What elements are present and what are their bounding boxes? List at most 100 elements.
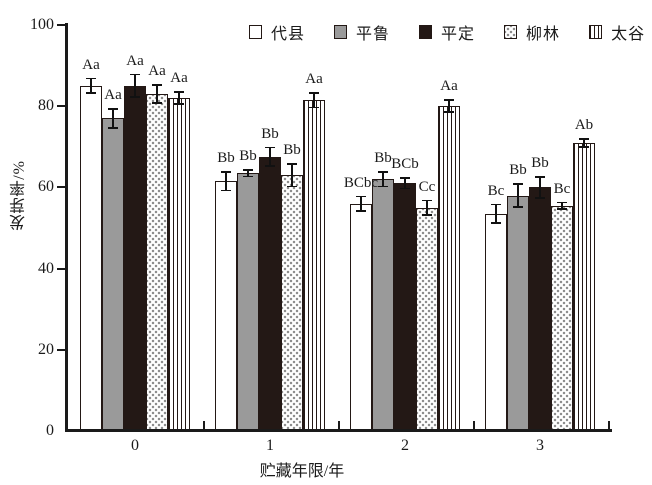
x-tick-label: 1 [266,437,274,454]
error-bar-stem [495,203,497,224]
error-bar-stem [225,171,227,192]
bar [416,207,438,431]
error-bar-stem [156,83,158,105]
bar [237,173,259,431]
legend-label: 太谷 [611,26,646,43]
error-bar-cap-bot [309,106,319,109]
error-bar-stem [134,73,136,99]
y-axis-tick [57,24,65,26]
y-tick-label: 100 [30,16,54,33]
legend-item: 平鲁 [334,20,390,44]
significance-label: Cc [418,178,436,195]
error-bar [108,108,118,129]
error-bar-stem [247,169,249,178]
significance-label: Aa [305,70,323,87]
error-bar-cap-bot [400,187,410,190]
y-axis-tick [57,105,65,108]
x-axis-title: 贮藏年限/年 [259,463,345,480]
error-bar [378,171,388,188]
significance-label: Aa [126,52,144,69]
gray-swatch-icon [334,25,348,39]
bar [507,195,529,431]
y-tick-label: 60 [38,178,54,196]
error-bar-cap-bot [130,96,140,99]
error-bar-stem [112,108,114,129]
black-swatch-icon [419,25,433,39]
error-bar-stem [583,137,585,148]
error-bar [243,169,253,178]
error-bar-cap-bot [152,102,162,105]
error-bar [130,73,140,99]
bar [350,203,372,431]
error-bar [356,195,366,212]
error-bar [265,146,275,168]
error-bar-cap-bot [378,185,388,188]
significance-label: Ab [574,116,594,133]
legend-label: 平定 [441,26,476,43]
x-axis-tick [472,421,475,429]
error-bar [287,163,297,188]
error-bar-cap-bot [287,185,297,188]
error-bar [86,77,96,94]
legend-item: 柳林 [504,20,560,44]
error-bar [535,176,545,199]
x-tick-label: 0 [131,437,139,454]
significance-label: Bb [531,155,549,172]
legend-label: 代县 [271,26,306,43]
error-bar-stem [360,195,362,212]
y-axis-tick [57,348,65,351]
error-bar-cap-bot [221,189,231,192]
bar [215,181,237,431]
x-tick-label: 2 [401,437,409,454]
significance-label: Bc [553,180,571,197]
error-bar [444,99,454,114]
white-swatch-icon [249,25,262,39]
error-bar [174,91,184,105]
error-bar-cap-bot [108,126,118,129]
error-bar-cap-bot [243,175,253,178]
y-axis-line [65,23,68,432]
error-bar-stem [539,176,541,199]
y-tick-label: 0 [46,422,54,439]
bar [372,179,394,431]
y-tick-label: 80 [38,97,54,115]
error-bar [152,83,162,105]
significance-label: Bb [283,142,301,159]
error-bar [309,91,319,109]
significance-label: Aa [440,78,458,95]
significance-label: Aa [104,87,122,104]
significance-label: Aa [82,56,100,73]
significance-label: Bb [217,150,235,167]
error-bar-cap-bot [86,92,96,94]
bar [168,98,190,431]
error-bar-stem [291,163,293,188]
error-bar-stem [90,77,92,94]
legend-label: 平鲁 [356,26,391,43]
x-axis-tick [202,421,205,429]
y-tick-label: 40 [38,259,54,277]
error-bar-cap-bot [422,214,432,216]
error-bar-stem [178,91,180,105]
error-bar-stem [404,177,406,190]
bar [80,85,102,431]
bar [394,183,416,431]
error-bar-stem [448,99,450,114]
legend-item: 平定 [419,20,475,44]
error-bar [513,183,523,208]
bar [124,85,146,431]
legend-item: 太谷 [589,20,645,44]
error-bar-stem [426,199,428,216]
error-bar-cap-bot [579,145,589,148]
y-tick-label: 20 [38,340,54,358]
error-bar-stem [313,91,315,109]
y-axis-tick [57,186,65,189]
significance-label: Bb [239,148,257,165]
error-bar-cap-bot [174,103,184,105]
error-bar-cap-bot [557,208,567,210]
x-axis-line [65,429,612,432]
error-bar [557,201,567,210]
error-bar [422,199,432,216]
significance-label: Aa [148,62,166,79]
x-axis-tick [607,421,610,429]
